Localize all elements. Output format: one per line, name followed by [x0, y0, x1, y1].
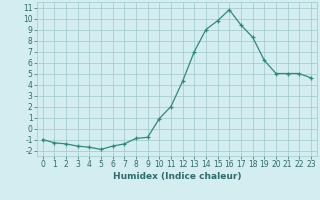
X-axis label: Humidex (Indice chaleur): Humidex (Indice chaleur)	[113, 172, 241, 181]
